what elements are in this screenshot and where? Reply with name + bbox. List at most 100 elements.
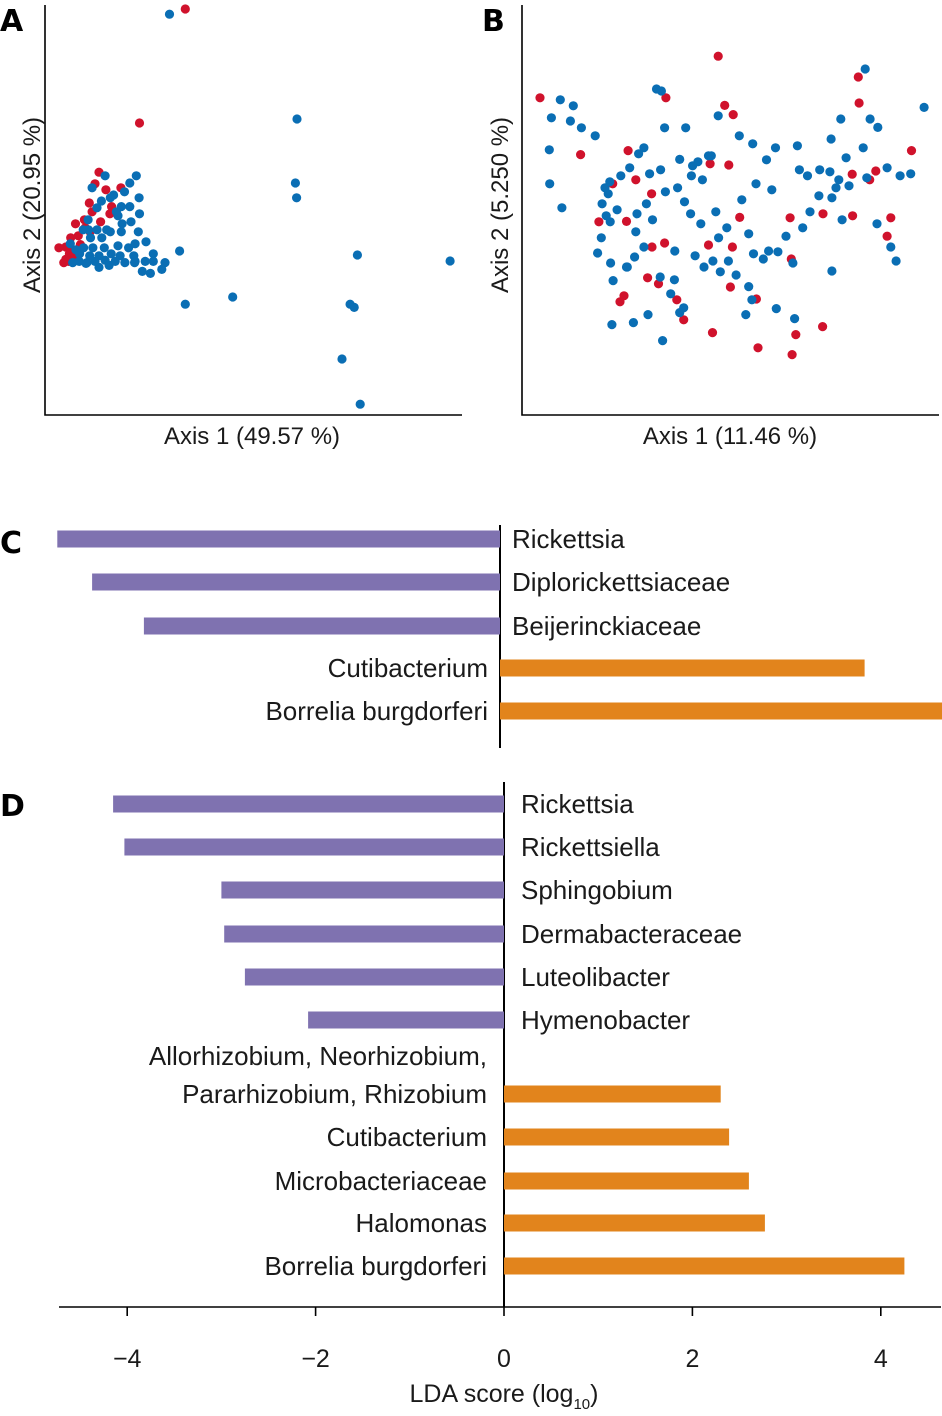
scatter-point-blue [130,256,140,266]
scatter-point-blue [175,246,185,256]
scatter-point-blue [643,310,653,320]
scatter-point-blue [137,266,147,276]
scatter-point-blue [714,233,724,243]
panel-label-c: C [0,526,22,561]
lda-bar [504,1214,765,1232]
scatter-point-blue [546,113,557,123]
lda-bar [504,1257,905,1275]
scatter-point-blue [94,262,104,272]
scatter-point-red [576,150,586,160]
scatter-point-blue [126,217,136,227]
scatter-point-blue [656,86,667,96]
scatter-point-red [623,146,633,156]
scatter-point-blue [78,225,88,235]
scatter-point-red [847,169,857,179]
scatter-point-blue [906,169,916,179]
scatter-point-blue [337,354,347,364]
scatter-point-blue [873,122,883,132]
taxon-label: Hymenobacter [521,1005,690,1035]
scatter-point-red [785,213,795,223]
scatter-point-blue [545,179,555,189]
scatter-point-red [70,219,81,229]
scatter-point-blue [113,241,123,251]
scatter-point-blue [140,256,150,266]
scatter-point-red [134,118,145,128]
scatter-point-blue [131,171,141,181]
scatter-point-blue [690,251,700,261]
scatter-point-blue [825,167,835,177]
scatter-point-blue [81,258,91,268]
scatter-point-red [180,4,190,14]
scatter-point-blue [164,9,175,19]
scatter-point-blue [605,177,615,187]
taxon-label: Rickettsia [521,789,634,819]
scatter-point-red [853,72,863,82]
scatter-point-blue [605,217,615,227]
scatter-point-blue [679,197,690,207]
scatter-point-red [621,216,632,226]
lda-bar [308,1011,504,1029]
taxon-label: Allorhizobium, Neorhizobium, [149,1041,487,1071]
scatter-point-blue [145,268,155,278]
scatter-point-red [791,330,801,340]
xlabel-main: LDA score (log [410,1380,574,1408]
scatter-point-blue [886,242,896,252]
scatter-point-blue [157,264,167,274]
scatter-point-blue [645,169,655,179]
scatter-point-blue [734,131,744,141]
panel-label-d: D [0,789,25,824]
scatter-point-blue [688,161,698,171]
scatter-point-blue [708,256,718,266]
scatter-point-red [101,185,111,195]
scatter-point-blue [748,139,758,149]
scatter-point-blue [292,114,302,124]
scatter-point-red [720,100,730,110]
scatter-point-blue [593,248,603,258]
scatter-point-blue [639,242,649,252]
scatter-point-blue [555,95,565,105]
taxon-label: Sphingobium [521,875,673,905]
scatter-point-red [703,240,714,250]
scatter-point-blue [731,270,741,280]
scatter-point-blue [105,193,115,203]
scatter-point-blue [751,179,761,189]
scatter-point-blue [68,258,78,268]
scatter-point-blue [788,258,798,268]
scatter-point-red [753,343,763,353]
scatter-point-blue [747,295,757,305]
lda-bar [504,1172,749,1190]
scatter-point-blue [815,165,825,175]
scatter-point-blue [622,262,632,272]
lda-bar [500,702,942,720]
scatter-point-blue [773,247,783,257]
scatter-point-blue [83,215,93,225]
scatter-point-blue [94,251,104,261]
scatter-point-blue [632,209,642,219]
scatter-point-red [643,273,653,283]
scatter-point-blue [715,267,725,277]
scatter-point-blue [837,215,847,225]
scatter-point-blue [65,239,75,249]
scatter-point-blue [115,251,125,261]
panel-d-xlabel: LDA score (log10) [410,1380,599,1413]
panel-b-axes [521,5,939,416]
taxon-label: Luteolibacter [521,962,670,992]
scatter-point-blue [696,219,706,229]
scatter-point-blue [805,207,815,217]
scatter-point-red [535,93,545,103]
panel-b-scatter: Axis 1 (11.46 %) Axis 2 (5.250 %) [487,5,939,450]
panel-c-lda-bars: Rickettsia Diplorickettsiaceae Beijerincki… [57,524,942,748]
scatter-point-blue [596,233,606,243]
taxon-label: Cutibacterium [327,1122,487,1152]
lda-bar [143,617,500,635]
scatter-point-blue [180,299,190,309]
scatter-point-red [848,211,858,221]
taxon-label: Borrelia burgdorferi [264,1251,487,1281]
lda-bar [221,881,504,899]
scatter-point-red [84,198,94,208]
scatter-point-red [906,146,917,156]
scatter-point-blue [590,131,600,141]
scatter-point-blue [744,229,754,239]
scatter-point-red [871,166,881,176]
scatter-point-red [854,98,864,108]
